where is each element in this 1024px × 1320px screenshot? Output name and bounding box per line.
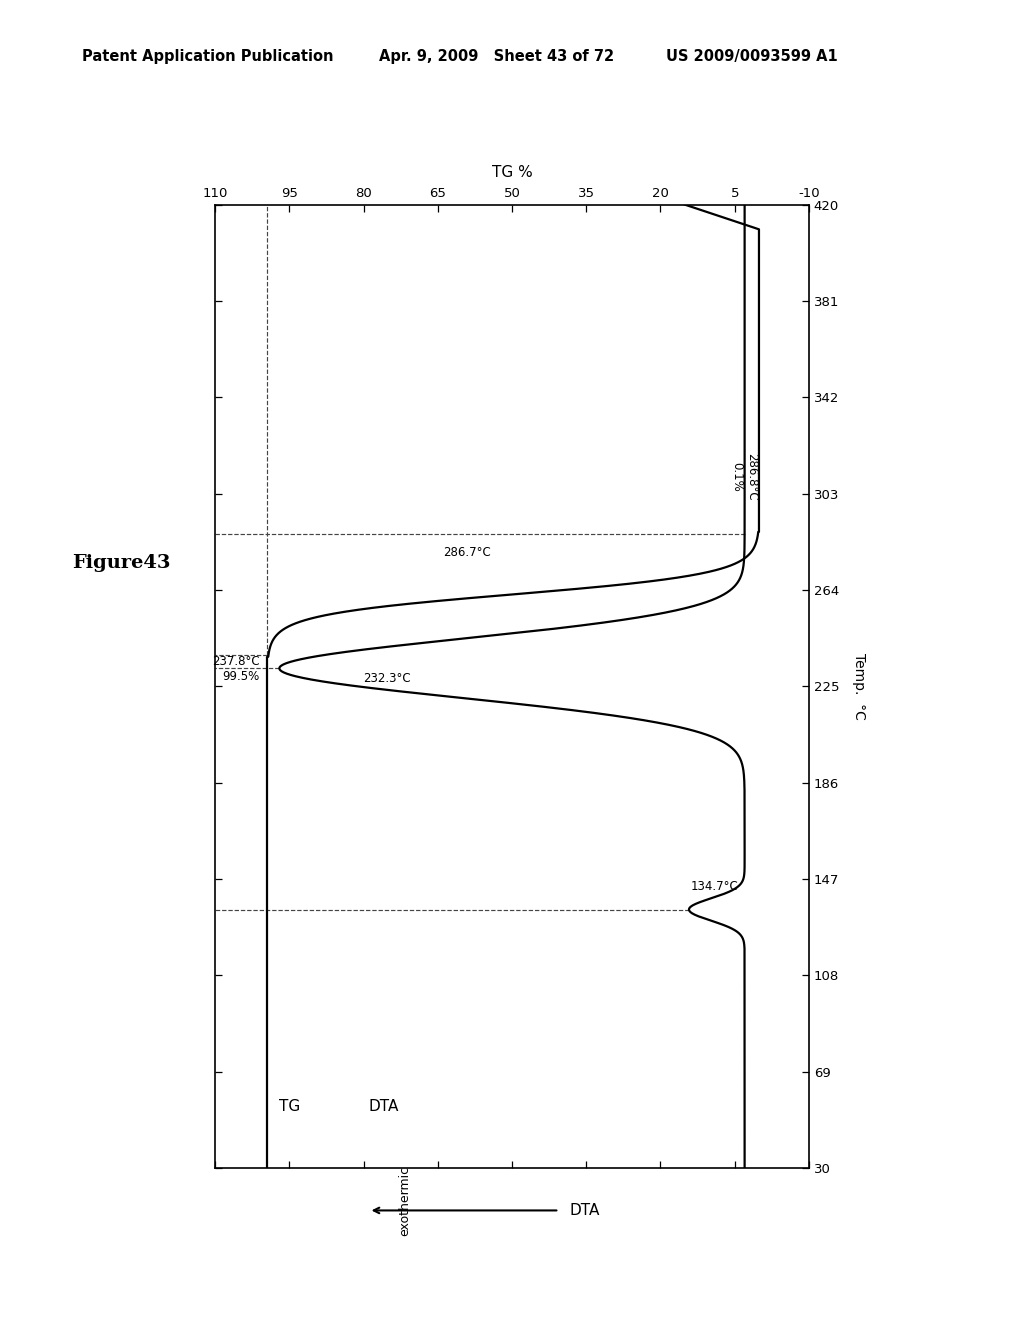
Text: 286.7°C: 286.7°C [443, 546, 492, 560]
Text: Apr. 9, 2009   Sheet 43 of 72: Apr. 9, 2009 Sheet 43 of 72 [379, 49, 614, 63]
Text: US 2009/0093599 A1: US 2009/0093599 A1 [666, 49, 838, 63]
Text: 232.3°C: 232.3°C [364, 672, 412, 685]
Text: TG: TG [279, 1100, 300, 1114]
Y-axis label: Temp.  °C: Temp. °C [852, 653, 866, 719]
Text: DTA: DTA [369, 1100, 398, 1114]
Text: DTA: DTA [569, 1203, 599, 1218]
Text: 134.7°C: 134.7°C [690, 880, 738, 894]
X-axis label: TG %: TG % [492, 165, 532, 180]
Text: exothermic: exothermic [398, 1166, 411, 1237]
Text: Patent Application Publication: Patent Application Publication [82, 49, 334, 63]
Text: Figure43: Figure43 [72, 553, 170, 572]
Text: 237.8°C
99.5%: 237.8°C 99.5% [212, 655, 260, 682]
Text: 286.8°C
0.1%: 286.8°C 0.1% [730, 453, 759, 500]
